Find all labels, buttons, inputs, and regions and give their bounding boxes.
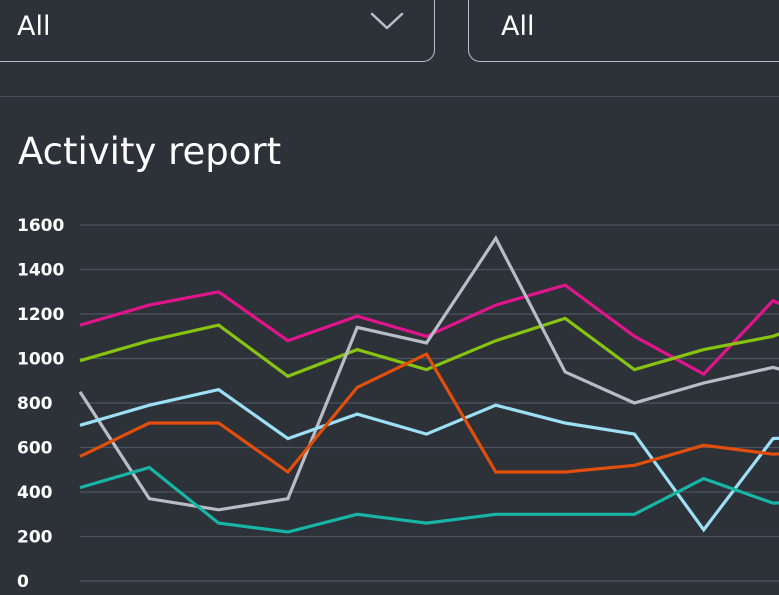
y-tick-label: 1400 xyxy=(17,261,64,281)
section-divider xyxy=(0,96,779,97)
filter-select-2[interactable]: All xyxy=(468,0,779,62)
y-tick-label: 1000 xyxy=(17,350,64,370)
series-line-3 xyxy=(78,235,779,512)
filter-select-1[interactable]: All xyxy=(0,0,435,62)
y-tick-label: 0 xyxy=(17,572,29,592)
y-tick-label: 800 xyxy=(17,394,53,414)
chevron-down-icon xyxy=(370,12,404,30)
y-tick-label: 400 xyxy=(17,483,53,503)
series-line-5 xyxy=(79,352,779,475)
y-tick-label: 1200 xyxy=(17,305,64,325)
series-line-4 xyxy=(79,387,779,533)
y-tick-label: 200 xyxy=(17,528,53,548)
series-line-2 xyxy=(79,316,779,379)
series-line-6 xyxy=(79,465,779,534)
report-title: Activity report xyxy=(18,130,282,173)
y-tick-label: 600 xyxy=(17,439,53,459)
filter-select-2-value: All xyxy=(501,11,535,42)
y-tick-label: 1600 xyxy=(17,216,64,236)
filter-select-1-value: All xyxy=(17,11,51,42)
series-line-1 xyxy=(79,283,779,377)
